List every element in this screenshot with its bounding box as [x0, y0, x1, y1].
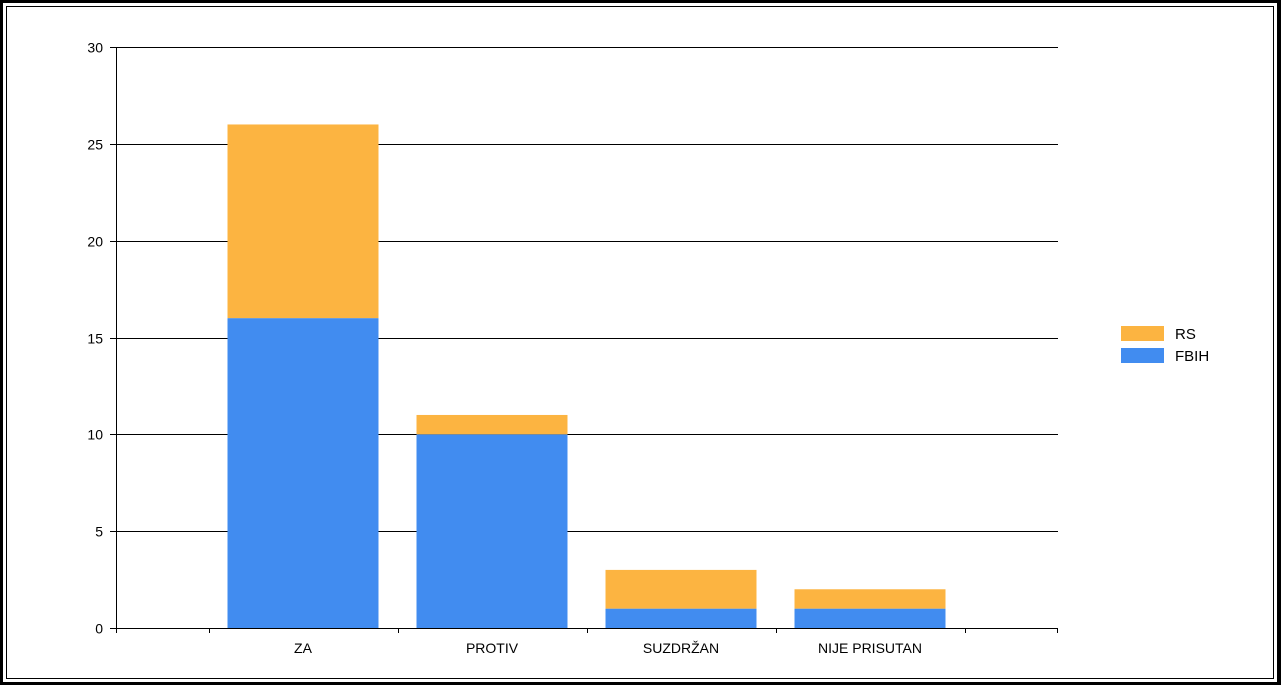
y-tick-label: 30: [87, 40, 103, 56]
bar-segment-rs: [605, 569, 757, 609]
bar-segment-fbih: [605, 608, 757, 628]
y-tick-label: 25: [87, 137, 103, 153]
legend-swatch-rs: [1121, 326, 1164, 341]
bar-segment-fbih: [227, 318, 379, 628]
x-tick-label: SUZDRŽAN: [643, 640, 719, 656]
y-tick-label: 15: [87, 331, 103, 347]
x-tick-label: ZA: [294, 640, 313, 656]
bar-segment-fbih: [794, 608, 946, 628]
chart-frame-inner: [6, 6, 1274, 679]
y-tick-label: 0: [95, 621, 103, 637]
y-tick-label: 20: [87, 234, 103, 250]
y-tick-label: 5: [95, 524, 103, 540]
bars: [227, 124, 946, 628]
bar-segment-rs: [416, 414, 568, 435]
bar-segment-rs: [227, 124, 379, 319]
x-tick-label: PROTIV: [466, 640, 519, 656]
legend-label-fbih: FBIH: [1175, 348, 1209, 365]
legend: RS FBIH: [1121, 326, 1209, 365]
legend-label-rs: RS: [1175, 326, 1196, 343]
bar-segment-rs: [794, 589, 946, 609]
x-tick-label: NIJE PRISUTAN: [818, 640, 922, 656]
bar-segment-fbih: [416, 434, 568, 628]
axes: 0 5 10 15 20 25 30 ZA PROTIV SUZDRŽAN NIJE PRISUTA…: [87, 40, 1058, 656]
legend-swatch-fbih: [1121, 348, 1164, 363]
y-tick-label: 10: [87, 427, 103, 443]
